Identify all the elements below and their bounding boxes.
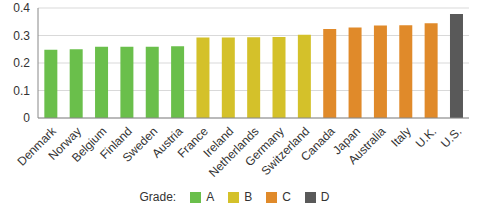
svg-text:Canada: Canada (298, 124, 338, 164)
svg-text:Italy: Italy (388, 124, 413, 149)
svg-text:Switzerland: Switzerland (258, 124, 313, 178)
svg-text:U.S.: U.S. (438, 124, 464, 150)
svg-text:0: 0 (23, 111, 30, 125)
svg-text:Germany: Germany (242, 124, 287, 169)
svg-text:Netherlands: Netherlands (206, 124, 262, 180)
svg-text:U.K.: U.K. (413, 124, 439, 150)
svg-text:France: France (174, 124, 211, 161)
svg-text:0.3: 0.3 (13, 29, 30, 43)
svg-text:Sweden: Sweden (119, 124, 161, 165)
svg-text:0.4: 0.4 (13, 1, 30, 15)
svg-text:Austria: Austria (149, 124, 186, 161)
html-text:B: B (244, 190, 253, 204)
html-text:D: D (320, 190, 330, 204)
svg-text:Ireland: Ireland (200, 124, 237, 161)
html-text:Grade:: Grade: (139, 190, 177, 204)
svg-text:0.2: 0.2 (13, 56, 30, 70)
svg-text:Norway: Norway (45, 124, 85, 163)
svg-text:Belgium: Belgium (69, 124, 110, 165)
svg-text:Australia: Australia (345, 124, 388, 167)
svg-text:Denmark: Denmark (14, 124, 59, 169)
svg-text:0.1: 0.1 (13, 84, 30, 98)
html-text:A: A (206, 190, 215, 204)
html-text:C: C (282, 190, 291, 204)
svg-text:Finland: Finland (97, 124, 135, 162)
svg-text:Japan: Japan (330, 124, 364, 158)
